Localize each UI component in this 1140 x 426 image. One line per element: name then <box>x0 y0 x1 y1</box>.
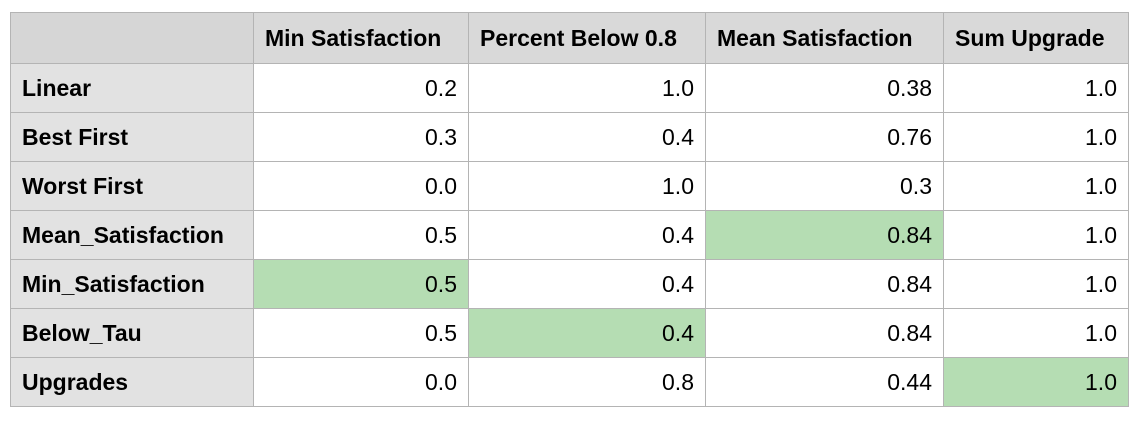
table-cell: 1.0 <box>943 63 1129 113</box>
table-cell: 0.2 <box>253 63 469 113</box>
table-cell: 0.4 <box>468 210 706 260</box>
table-cell: 0.3 <box>253 112 469 162</box>
row-label: Linear <box>10 63 254 113</box>
table-cell: 0.76 <box>705 112 944 162</box>
table-cell: 0.84 <box>705 259 944 309</box>
table-cell: 1.0 <box>943 308 1129 358</box>
results-table: Min Satisfaction Percent Below 0.8 Mean … <box>10 12 1129 407</box>
table-row: Linear 0.2 1.0 0.38 1.0 <box>10 63 1129 113</box>
table-cell: 0.38 <box>705 63 944 113</box>
row-label: Best First <box>10 112 254 162</box>
table-cell: 0.5 <box>253 210 469 260</box>
table-cell: 0.0 <box>253 357 469 407</box>
table-cell: 1.0 <box>943 210 1129 260</box>
column-header: Percent Below 0.8 <box>468 12 706 64</box>
table-cell: 1.0 <box>943 259 1129 309</box>
table-cell: 0.8 <box>468 357 706 407</box>
table-cell: 1.0 <box>943 357 1129 407</box>
table-container: Min Satisfaction Percent Below 0.8 Mean … <box>10 12 1129 407</box>
row-label: Below_Tau <box>10 308 254 358</box>
header-row: Min Satisfaction Percent Below 0.8 Mean … <box>10 12 1129 64</box>
table-cell: 1.0 <box>943 112 1129 162</box>
table-cell: 0.3 <box>705 161 944 211</box>
table-cell: 1.0 <box>468 63 706 113</box>
row-label: Worst First <box>10 161 254 211</box>
table-cell: 0.5 <box>253 259 469 309</box>
row-label: Upgrades <box>10 357 254 407</box>
table-row: Mean_Satisfaction 0.5 0.4 0.84 1.0 <box>10 210 1129 260</box>
table-cell: 1.0 <box>468 161 706 211</box>
table-cell: 0.4 <box>468 308 706 358</box>
table-cell: 0.0 <box>253 161 469 211</box>
table-cell: 0.84 <box>705 210 944 260</box>
row-label: Min_Satisfaction <box>10 259 254 309</box>
table-cell: 0.4 <box>468 259 706 309</box>
table-cell: 0.44 <box>705 357 944 407</box>
table-row: Best First 0.3 0.4 0.76 1.0 <box>10 112 1129 162</box>
corner-cell <box>10 12 254 64</box>
column-header: Mean Satisfaction <box>705 12 944 64</box>
table-row: Below_Tau 0.5 0.4 0.84 1.0 <box>10 308 1129 358</box>
table-row: Upgrades 0.0 0.8 0.44 1.0 <box>10 357 1129 407</box>
row-label: Mean_Satisfaction <box>10 210 254 260</box>
column-header: Min Satisfaction <box>253 12 469 64</box>
table-cell: 0.4 <box>468 112 706 162</box>
table-row: Min_Satisfaction 0.5 0.4 0.84 1.0 <box>10 259 1129 309</box>
table-cell: 1.0 <box>943 161 1129 211</box>
column-header: Sum Upgrade <box>943 12 1129 64</box>
table-cell: 0.84 <box>705 308 944 358</box>
table-cell: 0.5 <box>253 308 469 358</box>
table-row: Worst First 0.0 1.0 0.3 1.0 <box>10 161 1129 211</box>
